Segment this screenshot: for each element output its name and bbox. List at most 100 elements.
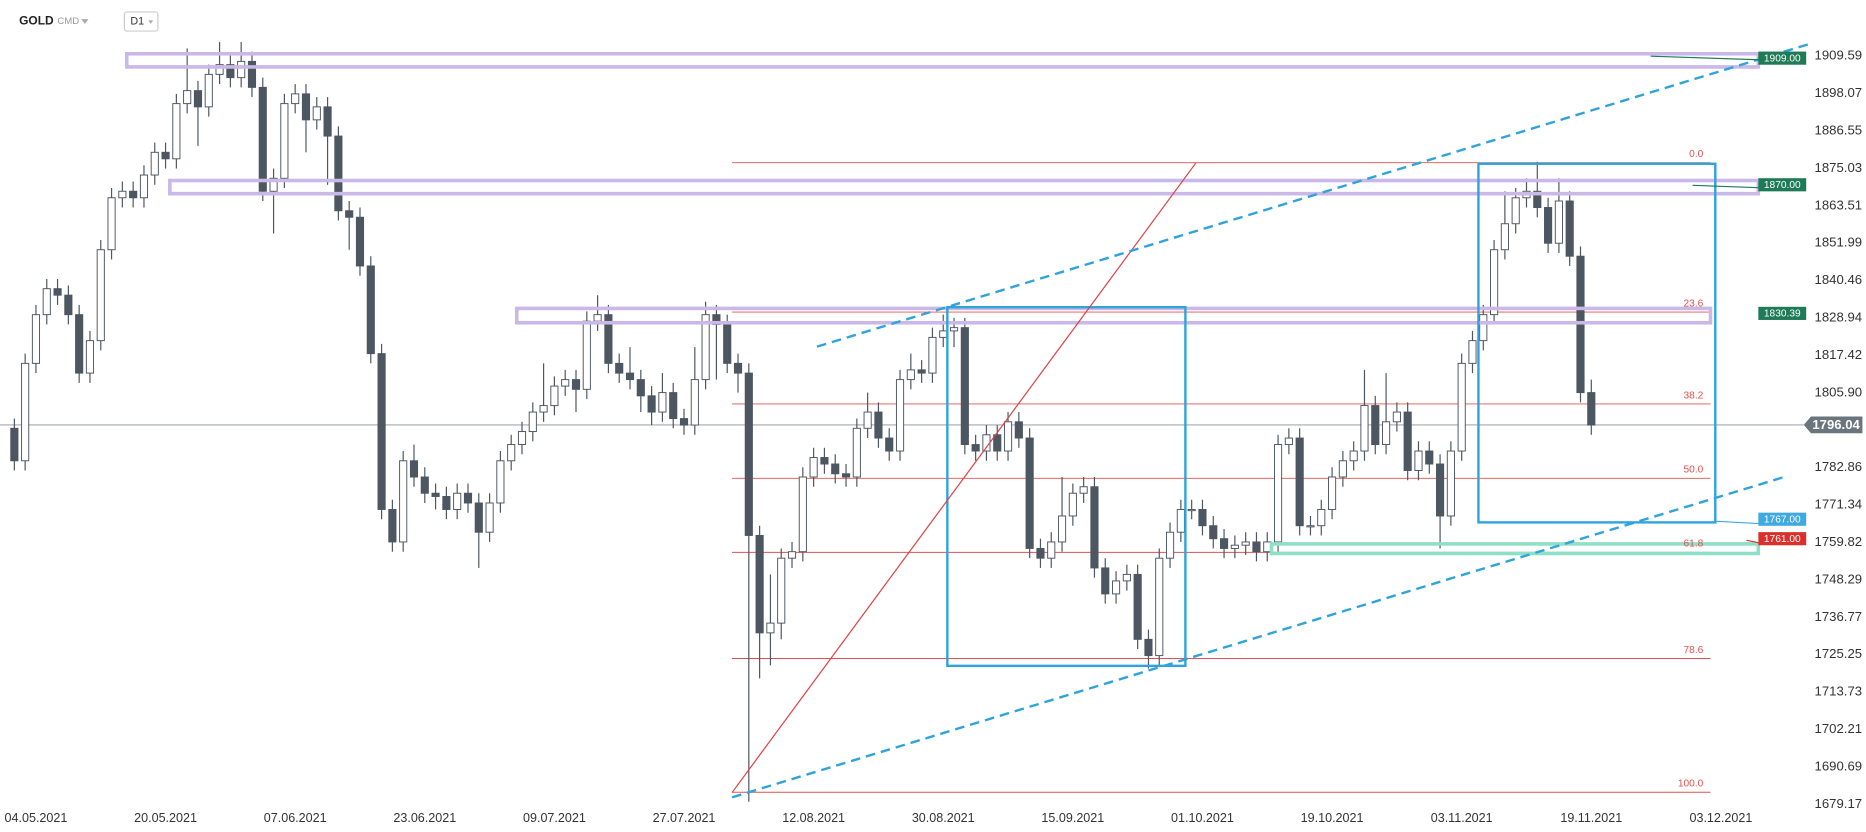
candle-body [669,392,678,420]
level-badge [1758,512,1807,526]
candle-body [431,492,440,497]
candle-body [744,372,753,536]
candle-body [1554,200,1563,244]
current-price-label: 1796.04 [1812,417,1860,432]
x-tick-label: 03.11.2021 [1431,811,1493,825]
level-badge [1758,51,1807,65]
level-connector [1715,520,1759,525]
candle-body [1165,531,1175,559]
candle-body [625,372,635,381]
candle-body [550,385,559,407]
candle-body [658,392,667,413]
timeframe-box[interactable] [123,11,159,32]
candle-body [928,336,937,374]
candle-body [1057,515,1067,543]
market[interactable]: CMD [57,16,79,27]
candle-body [291,93,300,105]
y-tick-label: 1782.86 [1815,459,1863,474]
y-tick-label: 1828.94 [1815,310,1863,325]
candle-body [1047,541,1056,559]
candle-body [1219,538,1229,549]
candle-body [226,64,235,79]
y-tick-label: 1851.99 [1815,235,1863,250]
level-badge [1758,532,1807,546]
level-label: 1830.39 [1764,309,1801,320]
fib-label: 23.6 [1684,298,1704,309]
candle-body [798,476,807,553]
candle-body [107,197,116,251]
fib-label: 50.0 [1684,465,1704,476]
candle-body [1511,197,1520,225]
candle-body [409,460,419,478]
candle-body [690,379,699,426]
overlay-over: 0.0 23.6 38.2 50.0 61.8 78.6 100.0 1909.00 1870.… [1678,51,1863,790]
candle-body [442,496,451,510]
candle-body [1144,638,1153,657]
candle-body [831,463,840,475]
candle-body [636,379,645,397]
candle-body [237,60,246,79]
candle-body [593,314,602,322]
candle-body [366,265,375,355]
candle-body [85,340,95,374]
candle-body [129,190,138,199]
candle-body [172,103,181,160]
candle-body [895,379,905,452]
candles [10,41,1596,802]
candle-body [787,551,797,559]
candle-body [874,411,883,439]
y-tick-label: 1909.59 [1815,48,1863,63]
candle-body [485,502,494,533]
candle-body [53,288,62,296]
channel-upper [816,43,1809,348]
candle-body [1155,557,1164,657]
candle-body [334,135,343,212]
candle-body [1198,508,1207,527]
candle-body [1101,567,1110,595]
y-tick-label: 1702.21 [1815,721,1863,736]
candle-body [820,457,829,465]
candle-body [1382,421,1391,446]
candle-body [1241,541,1250,546]
timeframe[interactable]: D1 [130,15,144,27]
candle-body [1317,508,1326,527]
dropdown-arrow[interactable] [81,19,89,24]
level-badge [1758,306,1807,320]
candle-body [474,502,483,533]
candle-body [517,431,527,446]
y-tick-label: 1886.55 [1815,123,1863,138]
candle-body [183,90,192,105]
candle-body [1090,486,1099,569]
candle-body [118,190,127,199]
x-tick-label: 23.06.2021 [393,811,456,825]
candle-body [1025,437,1034,549]
fib-label: 78.6 [1684,645,1704,656]
y-tick-label: 1736.77 [1815,609,1863,624]
fib-label: 38.2 [1684,390,1704,401]
candle-body [1328,476,1337,510]
candle-body [1436,463,1445,517]
candle-body [507,444,516,462]
candle-body [463,492,473,504]
candle-body [1533,190,1542,208]
level-connector [1650,55,1759,61]
candle-body [1403,411,1412,471]
x-tick-label: 27.07.2021 [653,811,716,825]
candle-body [1122,573,1131,582]
level-label: 1767.00 [1764,515,1801,526]
candle-body [939,330,948,338]
candle-body [323,106,332,137]
candle-body [561,379,570,387]
x-tick-label: 30.08.2021 [912,811,975,825]
support-zone [1269,542,1761,556]
level-connector [1692,184,1759,189]
candle-body [949,327,959,332]
y-tick-label: 1679.17 [1815,796,1863,811]
x-tick-label: 07.06.2021 [264,811,327,825]
candle-body [31,314,41,364]
candle-body [766,622,775,634]
candle-body [496,460,505,504]
candle-body [139,174,149,199]
y-tick-label: 1759.82 [1815,534,1863,549]
candle-body [604,314,613,364]
